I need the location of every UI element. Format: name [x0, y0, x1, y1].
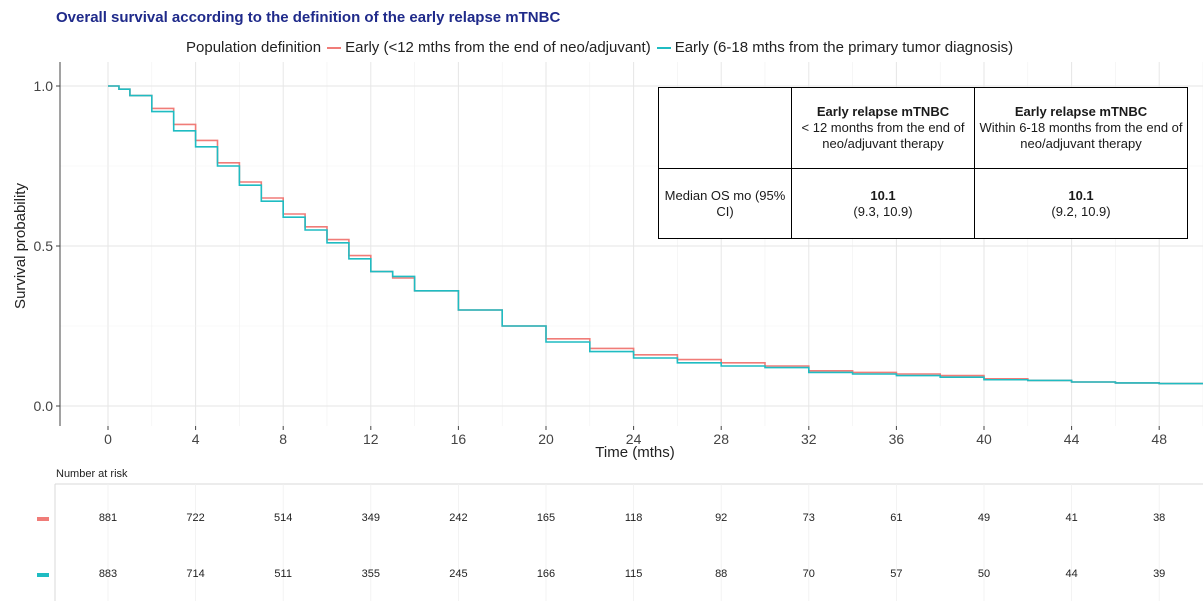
table-col2-value: 10.1 (9.2, 10.9) — [974, 168, 1188, 239]
legend-title: Population definition — [186, 39, 322, 56]
risk-count: 166 — [536, 568, 556, 580]
x-axis-label: Time (mths) — [595, 444, 674, 461]
risk-count: 38 — [1153, 512, 1166, 524]
x-tick-label: 40 — [976, 431, 992, 447]
risk-count: 722 — [186, 512, 205, 524]
x-tick-label: 28 — [713, 431, 729, 447]
risk-count: 883 — [98, 568, 118, 580]
x-tick-label: 4 — [192, 431, 200, 447]
risk-count: 118 — [624, 512, 643, 524]
risk-count: 41 — [1065, 512, 1078, 524]
table-col2-subtitle: Within 6-18 months from the end of neo/a… — [979, 120, 1183, 151]
table-col1-subtitle: < 12 months from the end of neo/adjuvant… — [801, 120, 965, 151]
risk-count: 511 — [274, 568, 292, 580]
risk-count: 49 — [977, 512, 991, 524]
risk-count: 355 — [361, 568, 380, 580]
median-os-table: Early relapse mTNBC < 12 months from the… — [658, 87, 1188, 239]
risk-count: 57 — [890, 568, 903, 580]
risk-count: 245 — [449, 568, 468, 580]
x-tick-label: 0 — [104, 431, 112, 447]
x-tick-label: 32 — [801, 431, 817, 447]
x-tick-label: 36 — [889, 431, 905, 447]
x-tick-label: 20 — [538, 431, 554, 447]
table-col1-header: Early relapse mTNBC < 12 months from the… — [791, 87, 975, 169]
risk-row-key-early-6-18 — [37, 573, 49, 577]
risk-count: 39 — [1153, 568, 1166, 580]
table-col2-ci: (9.2, 10.9) — [1051, 203, 1111, 219]
risk-count: 61 — [890, 512, 903, 524]
survival-curve-early-6-18 — [108, 85, 1203, 385]
table-row-label: Median OS mo (95% CI) — [658, 168, 792, 239]
table-col1-ci: (9.3, 10.9) — [853, 203, 913, 219]
x-tick-label: 24 — [626, 431, 642, 447]
table-col2-median: 10.1 — [1068, 187, 1094, 203]
legend-key-early-12 — [327, 46, 342, 49]
legend-label-early-6-18: Early (6-18 mths from the primary tumor … — [674, 39, 1014, 56]
legend-label-early-12: Early (<12 mths from the end of neo/adju… — [345, 39, 651, 56]
y-tick-label: 1.0 — [34, 78, 54, 94]
x-tick-label: 44 — [1064, 431, 1080, 447]
y-axis-label: Survival probability — [12, 183, 29, 309]
table-col2-header: Early relapse mTNBC Within 6-18 months f… — [974, 87, 1188, 169]
risk-count: 165 — [536, 512, 556, 524]
x-tick-label: 48 — [1151, 431, 1167, 447]
y-tick-label: 0.0 — [34, 398, 54, 414]
risk-count: 88 — [715, 568, 728, 580]
risk-count: 73 — [802, 512, 815, 524]
risk-count: 349 — [361, 512, 380, 524]
table-corner-cell — [658, 87, 792, 169]
risk-count: 514 — [274, 512, 293, 524]
legend-key-early-6-18 — [656, 46, 671, 49]
table-col1-title: Early relapse mTNBC — [816, 104, 950, 119]
table-col1-median: 10.1 — [870, 187, 896, 203]
risk-count: 44 — [1065, 568, 1078, 580]
risk-count: 50 — [977, 568, 991, 580]
risk-count: 881 — [98, 512, 118, 524]
table-col2-title: Early relapse mTNBC — [1014, 104, 1148, 119]
x-tick-label: 12 — [363, 431, 379, 447]
y-tick-label: 0.5 — [34, 238, 54, 254]
x-tick-label: 8 — [279, 431, 287, 447]
risk-count: 115 — [624, 568, 643, 580]
x-tick-label: 16 — [451, 431, 467, 447]
legend: Population definition Early (<12 mths fr… — [186, 39, 1013, 56]
risk-count: 242 — [449, 512, 468, 524]
risk-count: 70 — [802, 568, 815, 580]
risk-count: 92 — [715, 512, 728, 524]
chart-title: Overall survival according to the defini… — [56, 9, 561, 26]
risk-count: 714 — [186, 568, 205, 580]
risk-panel — [55, 484, 1203, 601]
table-col1-value: 10.1 (9.3, 10.9) — [791, 168, 975, 239]
risk-row-key-early-12 — [37, 517, 49, 521]
risk-table-title: Number at risk — [56, 468, 128, 480]
